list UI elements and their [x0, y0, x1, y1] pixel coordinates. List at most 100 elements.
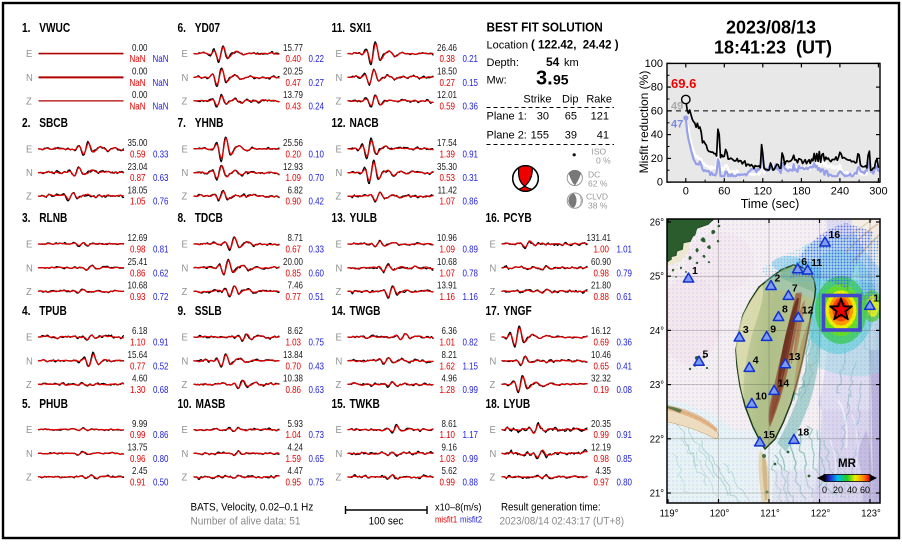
- svg-text:N: N: [490, 356, 497, 368]
- svg-text:9.: 9.: [178, 304, 186, 318]
- svg-text:E: E: [336, 332, 343, 344]
- svg-text:0.75: 0.75: [308, 477, 324, 488]
- svg-text:Z: Z: [182, 379, 188, 391]
- svg-text:120°: 120°: [710, 508, 730, 520]
- svg-text:25°: 25°: [650, 271, 664, 283]
- svg-text:NaN: NaN: [153, 101, 169, 112]
- svg-text:62 %: 62 %: [588, 179, 608, 189]
- svg-text:E: E: [182, 144, 189, 156]
- svg-text:SBCB: SBCB: [39, 116, 68, 130]
- svg-text:Z: Z: [490, 379, 496, 391]
- svg-text:0.91: 0.91: [153, 337, 169, 348]
- svg-text:0.00: 0.00: [132, 66, 148, 77]
- svg-text:40: 40: [847, 485, 857, 495]
- svg-text:15.: 15.: [332, 397, 346, 411]
- svg-text:10.68: 10.68: [437, 256, 457, 267]
- svg-text:1.16: 1.16: [439, 291, 455, 302]
- svg-text:10.68: 10.68: [127, 280, 147, 291]
- svg-text:4.35: 4.35: [595, 465, 611, 476]
- svg-text:18: 18: [798, 427, 810, 439]
- svg-text:0.78: 0.78: [462, 268, 478, 279]
- svg-text:0.99: 0.99: [130, 429, 146, 440]
- svg-text:10.46: 10.46: [591, 349, 611, 360]
- svg-text:0.36: 0.36: [462, 101, 478, 112]
- svg-text:8.61: 8.61: [441, 418, 457, 429]
- svg-text:11.42: 11.42: [438, 184, 457, 195]
- svg-text:Z: Z: [26, 379, 32, 391]
- svg-text:5.62: 5.62: [441, 465, 457, 476]
- svg-text:35.00: 35.00: [127, 137, 147, 148]
- svg-text:N: N: [26, 72, 33, 84]
- svg-text:BEST FIT SOLUTION: BEST FIT SOLUTION: [487, 20, 603, 35]
- svg-text:0.40: 0.40: [285, 53, 301, 64]
- svg-text:47: 47: [671, 119, 683, 131]
- svg-text:54: 54: [546, 55, 560, 69]
- svg-text:38 %: 38 %: [588, 201, 608, 211]
- svg-text:60: 60: [651, 105, 663, 117]
- svg-text:0 %: 0 %: [596, 156, 611, 166]
- svg-text:NaN: NaN: [153, 53, 169, 64]
- svg-text:80: 80: [651, 82, 663, 94]
- svg-text:18.: 18.: [486, 397, 500, 411]
- svg-text:N: N: [182, 168, 189, 180]
- svg-text:Misfit reduction (%): Misfit reduction (%): [637, 71, 651, 174]
- svg-text:17.: 17.: [486, 304, 500, 318]
- svg-text:26.46: 26.46: [437, 42, 457, 53]
- svg-text:1.17: 1.17: [462, 429, 478, 440]
- svg-text:8.62: 8.62: [287, 325, 303, 336]
- svg-text:12.69: 12.69: [127, 232, 147, 243]
- svg-text:SXI1: SXI1: [350, 21, 372, 35]
- svg-text:15.77: 15.77: [283, 42, 303, 53]
- svg-text:1.10: 1.10: [439, 429, 455, 440]
- svg-text:0.52: 0.52: [153, 361, 169, 372]
- svg-text:20: 20: [651, 153, 663, 165]
- svg-text:0.85: 0.85: [616, 453, 632, 464]
- svg-text:0: 0: [657, 177, 663, 189]
- svg-text:misfit1: misfit1: [435, 514, 457, 525]
- svg-text:0.88: 0.88: [462, 477, 478, 488]
- svg-text:0.33: 0.33: [308, 244, 324, 255]
- svg-text:21°: 21°: [650, 488, 664, 500]
- svg-text:49: 49: [671, 101, 683, 113]
- svg-text:8: 8: [782, 304, 788, 316]
- svg-text:11: 11: [811, 257, 822, 269]
- svg-text:17.54: 17.54: [437, 137, 457, 148]
- svg-text:TWKB: TWKB: [350, 397, 380, 411]
- svg-text:Z: Z: [182, 191, 188, 203]
- svg-text:N: N: [336, 168, 343, 180]
- svg-text:13.79: 13.79: [283, 89, 303, 100]
- svg-text:Result generation time:: Result generation time:: [501, 502, 601, 514]
- svg-text:95: 95: [553, 72, 569, 88]
- svg-text:E: E: [26, 332, 33, 344]
- svg-text:0.86: 0.86: [462, 196, 478, 207]
- svg-text:VWUC: VWUC: [39, 21, 70, 35]
- svg-text:0.10: 0.10: [308, 149, 324, 160]
- svg-text:3.: 3.: [22, 211, 30, 225]
- svg-text:1.00: 1.00: [593, 244, 609, 255]
- svg-text:0.80: 0.80: [616, 477, 632, 488]
- svg-text:4.24: 4.24: [287, 442, 303, 453]
- svg-text:0.00: 0.00: [132, 42, 148, 53]
- svg-text:Z: Z: [26, 96, 32, 108]
- svg-text:100: 100: [645, 58, 663, 70]
- svg-text:0.99: 0.99: [462, 384, 478, 395]
- svg-text:0.21: 0.21: [462, 53, 478, 64]
- svg-text:122°: 122°: [811, 508, 831, 520]
- svg-text:40: 40: [651, 129, 663, 141]
- svg-text:1.09: 1.09: [439, 244, 455, 255]
- svg-text:Depth:: Depth:: [487, 57, 519, 69]
- svg-text:2.: 2.: [22, 116, 30, 130]
- svg-text:12.01: 12.01: [437, 89, 457, 100]
- svg-text:Location: Location: [487, 40, 529, 52]
- svg-text:4.47: 4.47: [287, 465, 303, 476]
- svg-text:0.86: 0.86: [130, 268, 146, 279]
- svg-text:LYUB: LYUB: [504, 397, 531, 411]
- svg-text:0.59: 0.59: [130, 149, 146, 160]
- svg-text:E: E: [182, 239, 189, 251]
- svg-text:0.98: 0.98: [130, 244, 146, 255]
- svg-text:13.84: 13.84: [283, 349, 303, 360]
- svg-text:YULB: YULB: [350, 211, 378, 225]
- svg-text:Z: Z: [336, 96, 342, 108]
- svg-text:35.30: 35.30: [437, 161, 457, 172]
- svg-text:Z: Z: [336, 191, 342, 203]
